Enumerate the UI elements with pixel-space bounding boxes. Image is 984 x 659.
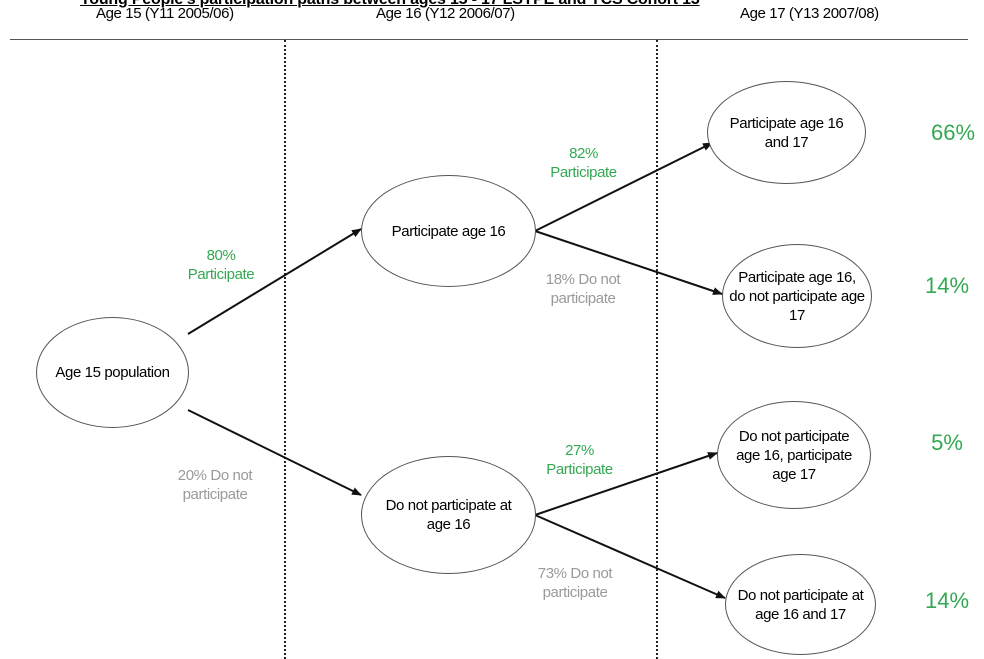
node-np16-label: Do not participate at age 16 <box>385 497 512 533</box>
node-not-16-participate-17: Do not participate age 16, participate a… <box>717 401 871 509</box>
edge-label-age15-participate: 80% Participate <box>187 247 255 283</box>
node-np16np17-label: Do not participate at age 16 and 17 <box>737 586 864 623</box>
arrow-age15-to-np16 <box>187 409 362 496</box>
node-p16np17-label: Participate age 16, do not participate a… <box>729 268 865 324</box>
node-p16p17-label: Participate age 16 and 17 <box>729 114 844 151</box>
edge-label-p16-participate: 82% Participate <box>550 145 617 181</box>
edge-label-np16-not-participate: 73% Do not participate <box>537 565 613 601</box>
arrow-age15-to-p16 <box>187 228 362 335</box>
node-age15-label: Age 15 population <box>55 364 170 381</box>
outcome-pct-np16np17: 14% <box>924 588 970 613</box>
column-header-age17: Age 17 (Y13 2007/08) <box>740 5 879 22</box>
arrow-p16-to-np17 <box>534 230 723 295</box>
arrow-np16-to-np17 <box>534 514 726 599</box>
node-np16p17-label: Do not participate age 16, participate a… <box>736 427 852 483</box>
node-participate-16-not-17: Participate age 16, do not participate a… <box>722 244 872 348</box>
node-not-participate-age16: Do not participate at age 16 <box>361 456 536 574</box>
column-header-age16: Age 16 (Y12 2006/07) <box>376 5 515 22</box>
node-age15-population: Age 15 population <box>36 317 189 428</box>
outcome-pct-p16p17: 66% <box>930 120 976 145</box>
edge-label-age15-not-participate: 20% Do not participate <box>177 467 253 503</box>
outcome-pct-np16p17: 5% <box>931 430 963 455</box>
column-header-age15: Age 15 (Y11 2005/06) <box>96 5 234 22</box>
diagram-title: Young People's participation paths betwe… <box>80 0 700 9</box>
node-participate-16-and-17: Participate age 16 and 17 <box>707 81 866 184</box>
column-divider-2 <box>656 40 658 659</box>
node-not-participate-16-and-17: Do not participate at age 16 and 17 <box>725 554 876 655</box>
edge-label-np16-participate: 27% Participate <box>546 442 613 478</box>
arrow-p16-to-p17 <box>534 142 713 232</box>
header-rule <box>10 39 968 40</box>
edge-label-p16-not-participate: 18% Do not participate <box>545 271 621 307</box>
node-participate-age16: Participate age 16 <box>361 175 536 287</box>
arrow-np16-to-p17 <box>534 452 718 516</box>
outcome-pct-p16np17: 14% <box>924 273 970 298</box>
node-p16-label: Participate age 16 <box>391 222 506 240</box>
column-divider-1 <box>284 40 286 659</box>
